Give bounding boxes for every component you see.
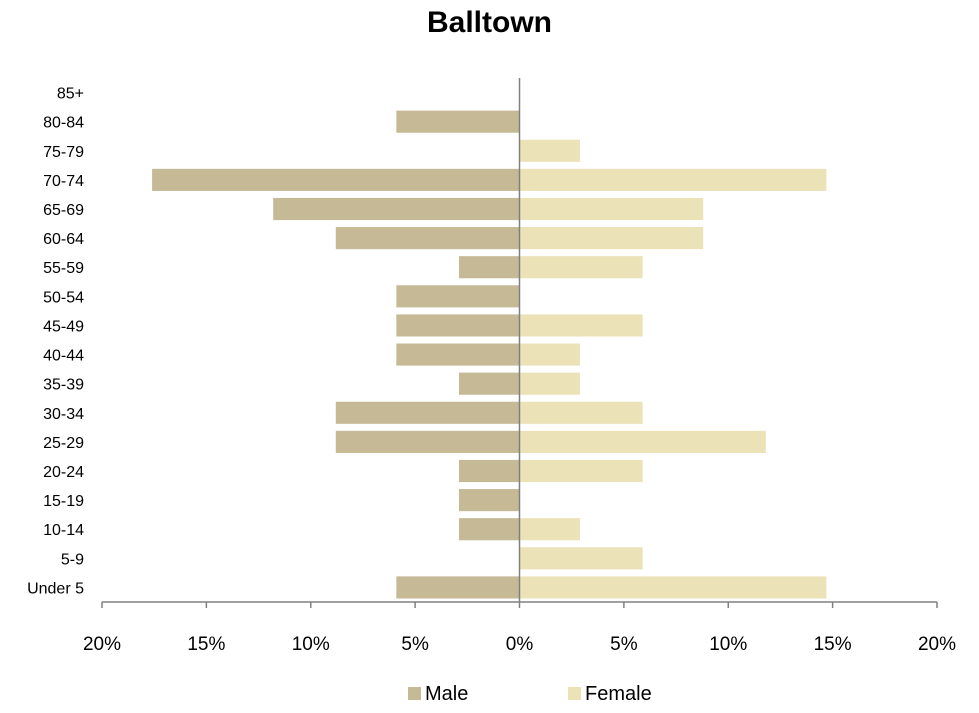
bar-female-75-79 [519, 139, 581, 162]
bars-layer [152, 110, 827, 599]
bar-male-25-29 [335, 430, 520, 453]
bar-male-15-19 [458, 489, 520, 512]
category-label: 45-49 [43, 318, 84, 335]
category-label: 65-69 [43, 202, 84, 219]
category-label: 40-44 [43, 348, 84, 365]
x-tick-label: 10% [292, 634, 330, 655]
bar-female-20-24 [519, 459, 643, 483]
bar-male-40-44 [396, 343, 520, 366]
category-label: 60-64 [43, 231, 84, 248]
x-tick-label: 5% [401, 634, 429, 655]
category-label: 80-84 [43, 115, 84, 132]
bar-female-45-49 [519, 314, 643, 337]
category-label: 35-39 [43, 377, 84, 394]
x-ticks: 20% 15% 10% 5% 0% 5% 10% 15% 20% [83, 602, 956, 655]
bar-male-35-39 [458, 372, 520, 395]
bar-female-55-59 [519, 256, 643, 279]
category-label: 85+ [57, 86, 84, 103]
category-label: 25-29 [43, 435, 84, 452]
category-label: Under 5 [27, 580, 84, 597]
bar-male-65-69 [273, 197, 520, 221]
bar-male-30-34 [335, 401, 520, 424]
bar-female-30-34 [519, 401, 643, 424]
category-label: 75-79 [43, 144, 84, 161]
x-tick-label: 0% [506, 634, 534, 655]
bar-female-under-5 [519, 576, 827, 599]
category-labels: 85+ 80-84 75-79 70-74 65-69 60-64 55-59 50-54 45… [27, 86, 84, 598]
legend-label-female: Female [585, 683, 652, 705]
bar-male-70-74 [152, 168, 520, 191]
category-label: 10-14 [43, 522, 84, 539]
category-label: 15-19 [43, 493, 84, 510]
bar-male-80-84 [396, 110, 520, 133]
legend-label-male: Male [425, 683, 468, 705]
bar-female-65-69 [519, 197, 704, 221]
x-tick-label: 20% [83, 634, 121, 655]
bar-female-10-14 [519, 518, 581, 541]
x-tick-label: 20% [918, 634, 956, 655]
x-tick-label: 5% [610, 634, 638, 655]
chart-title: Balltown [427, 6, 552, 39]
legend-swatch-female [568, 687, 581, 700]
bar-male-45-49 [396, 314, 520, 337]
category-label: 70-74 [43, 173, 84, 190]
bar-male-55-59 [458, 256, 520, 279]
bar-male-50-54 [396, 285, 520, 308]
legend-swatch-male [408, 687, 421, 700]
bar-female-60-64 [519, 227, 704, 250]
bar-female-35-39 [519, 372, 581, 395]
bar-male-under-5 [396, 576, 520, 599]
category-label: 55-59 [43, 260, 84, 277]
bar-female-5-9 [519, 547, 643, 570]
category-label: 50-54 [43, 289, 84, 306]
bar-female-70-74 [519, 168, 827, 191]
bar-male-20-24 [458, 459, 520, 483]
bar-female-25-29 [519, 430, 766, 453]
category-label: 30-34 [43, 406, 84, 423]
x-tick-label: 15% [814, 634, 852, 655]
bar-male-60-64 [335, 227, 520, 250]
bar-female-40-44 [519, 343, 581, 366]
x-tick-label: 15% [187, 634, 225, 655]
category-label: 20-24 [43, 464, 84, 481]
category-label: 5-9 [61, 551, 84, 568]
bar-male-10-14 [458, 518, 520, 541]
x-tick-label: 10% [709, 634, 747, 655]
legend: Male Female [408, 683, 652, 705]
